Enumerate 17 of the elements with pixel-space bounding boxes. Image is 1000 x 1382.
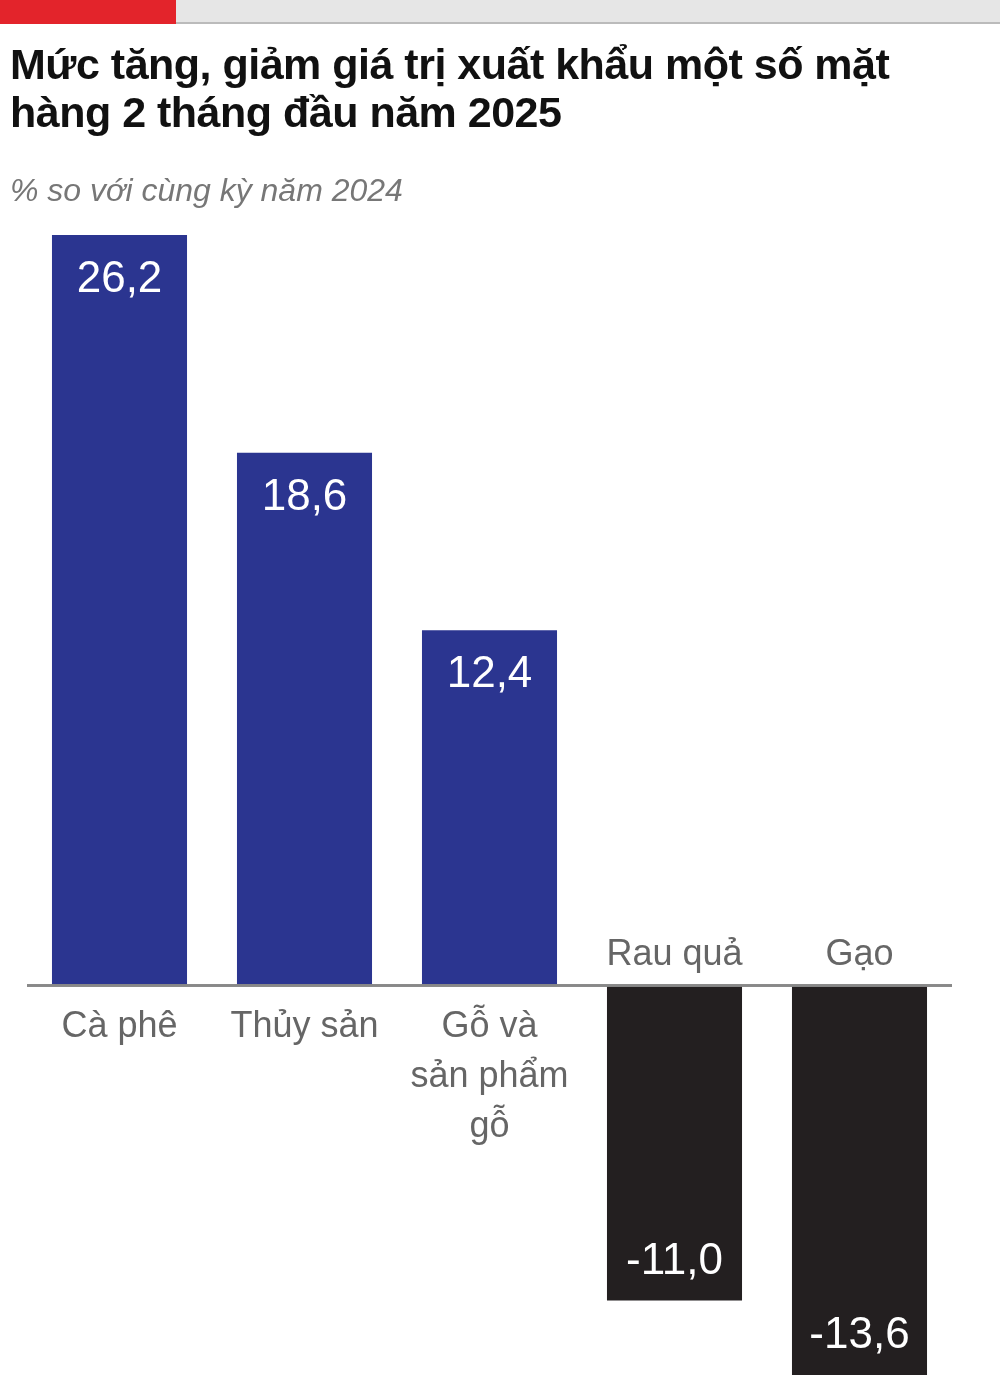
data-label: 12,4 <box>446 647 533 697</box>
bar <box>51 235 188 986</box>
chart-title: Mức tăng, giảm giá trị xuất khẩu một số mặt hàng 2 tháng đầu năm 2025 <box>10 40 891 136</box>
data-label: -13,6 <box>809 1308 910 1357</box>
bar <box>421 630 558 986</box>
x-tick-label: Rau quả <box>606 932 744 974</box>
chart-subtitle: % so với cùng kỳ năm 2024 <box>10 172 403 209</box>
bar <box>791 985 928 1375</box>
bar <box>606 985 743 1301</box>
x-tick-label: Gạo <box>825 932 894 974</box>
x-tick-label: Gỗ và sản phẩm gỗ <box>410 1004 569 1146</box>
data-label: 18,6 <box>261 469 348 519</box>
bar <box>236 452 373 986</box>
data-label: -11,0 <box>625 1233 724 1283</box>
data-label: 26,2 <box>76 252 163 301</box>
x-tick-label: Thủy sản <box>230 1004 379 1046</box>
x-tick-label: Cà phê <box>61 1004 178 1046</box>
